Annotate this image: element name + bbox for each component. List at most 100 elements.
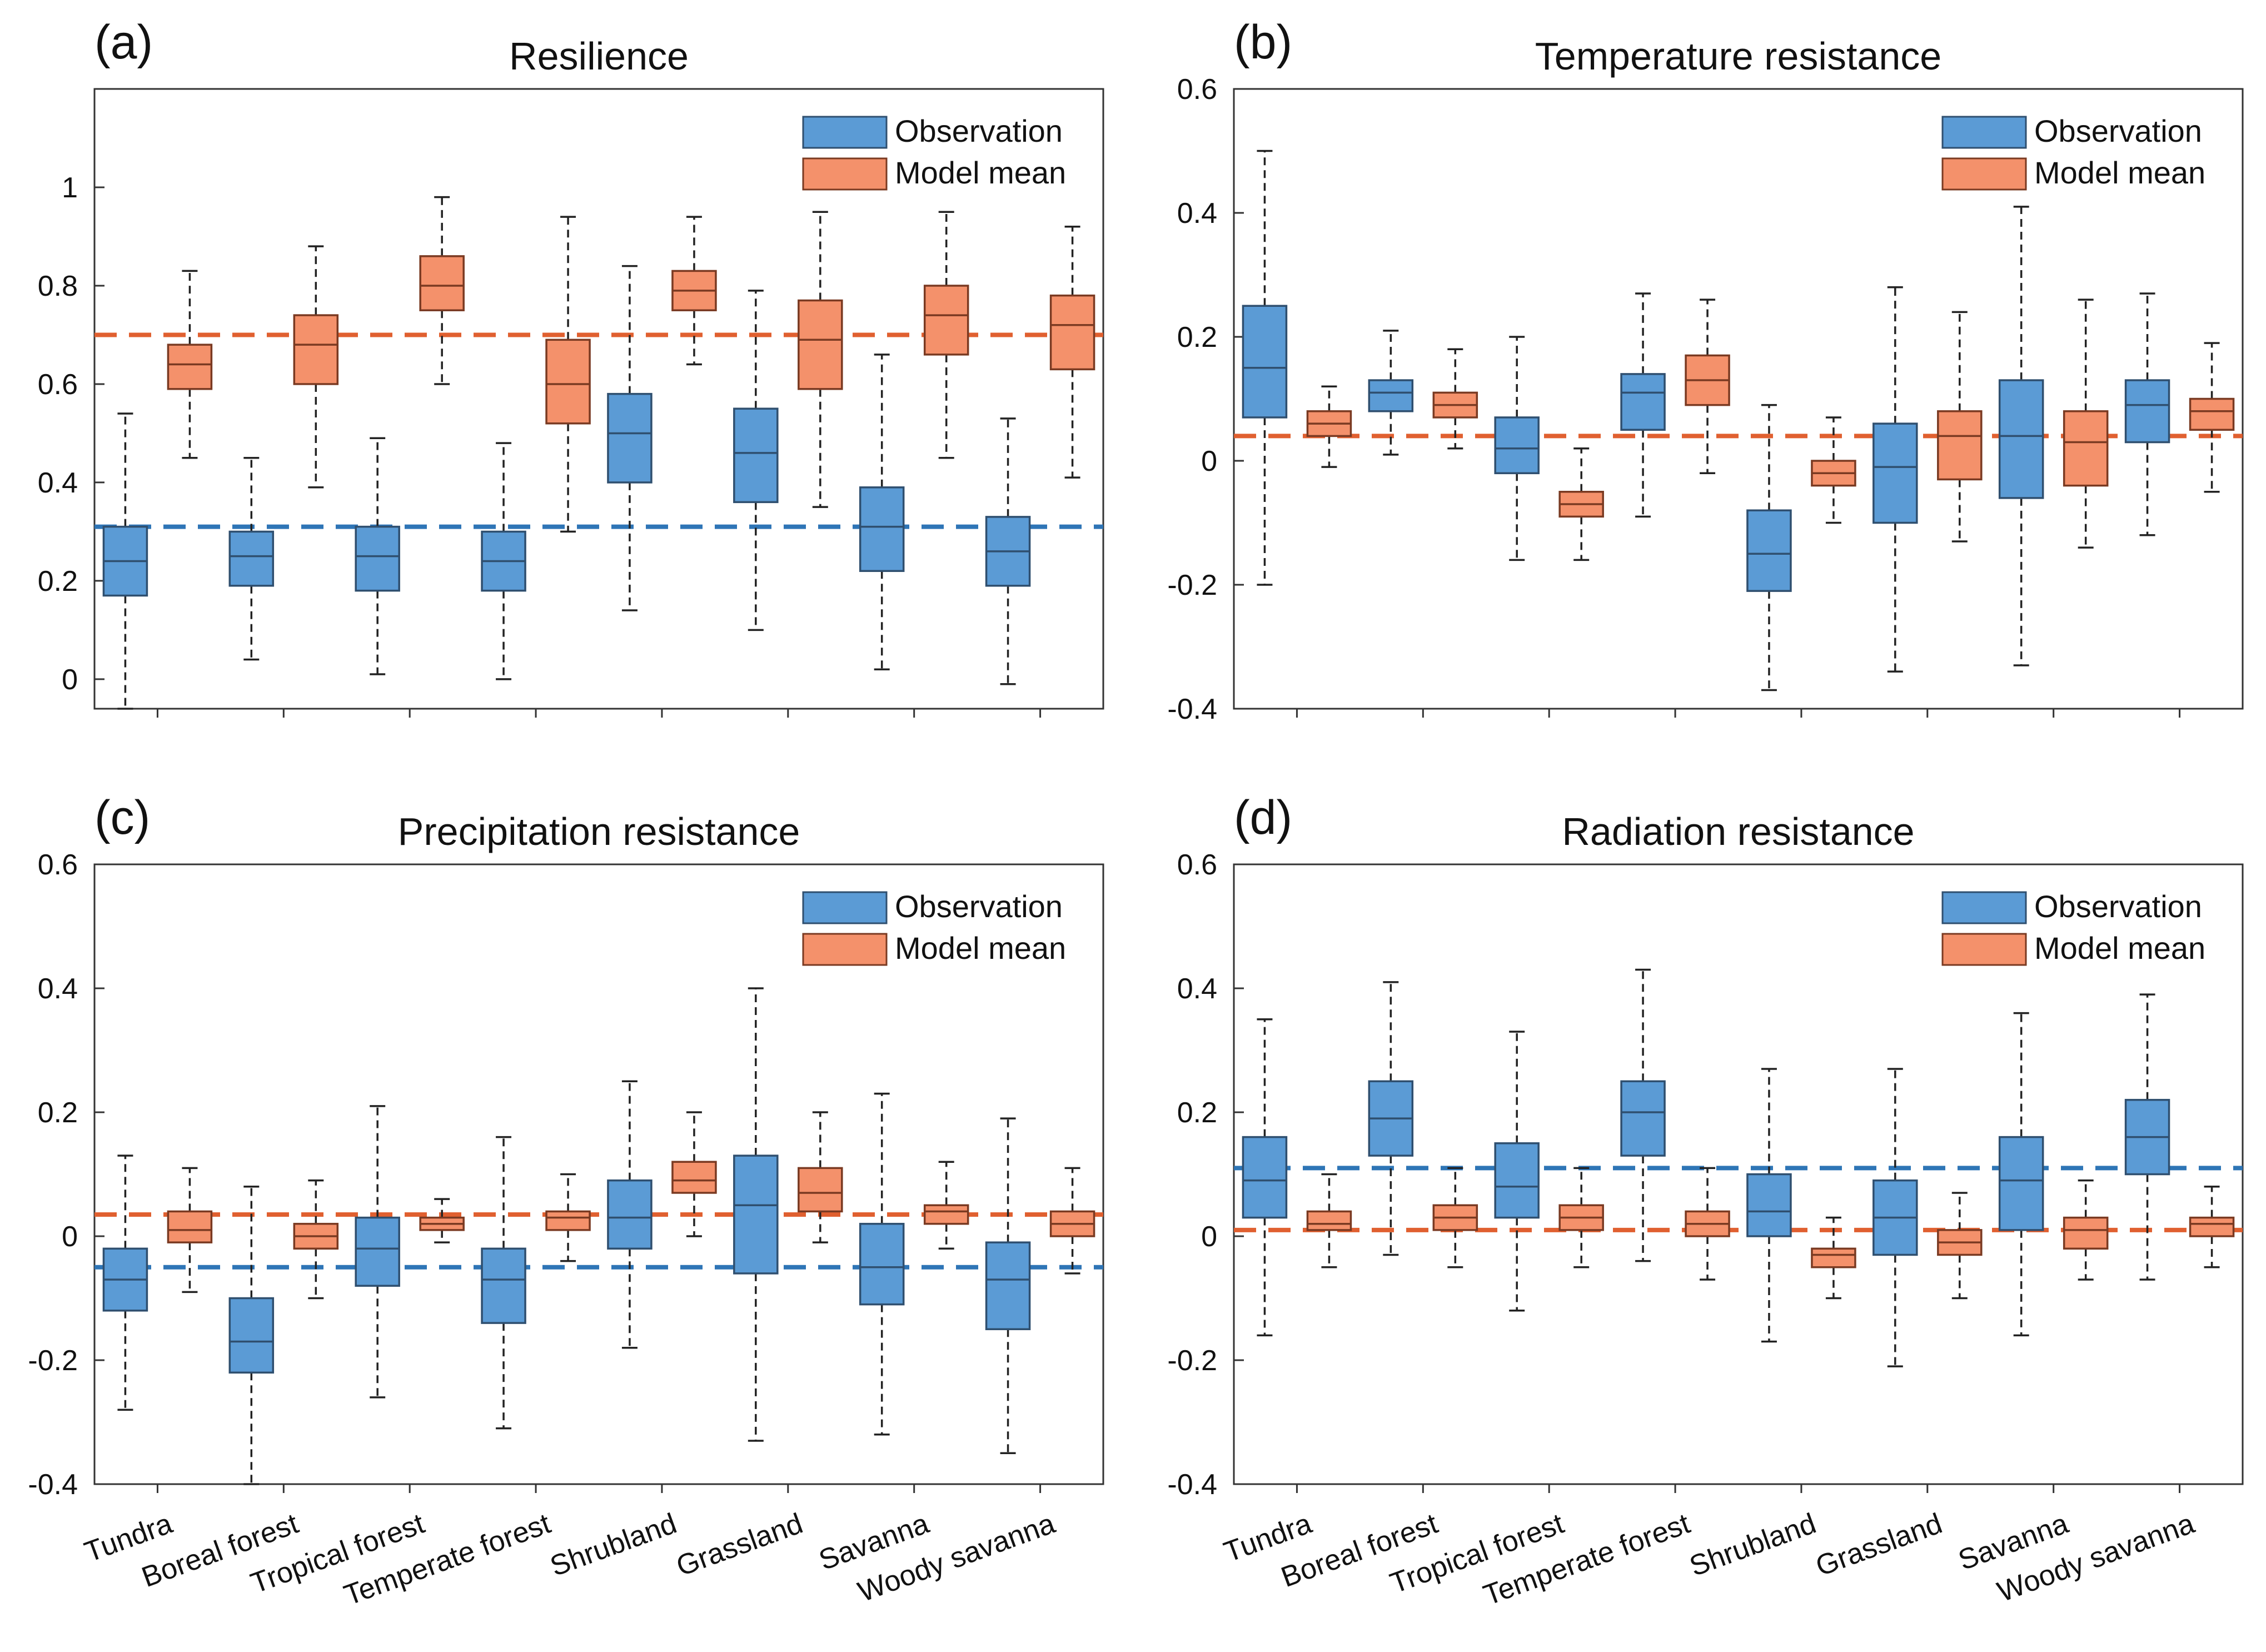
- model-box-4: [1685, 1167, 1730, 1281]
- panel-4: (d) Radiation resistance -0.4 -0.2 0 0.2 0.4 0.…: [1167, 791, 2244, 1612]
- iqr-box: [355, 1216, 400, 1287]
- iqr-box: [859, 1222, 905, 1306]
- model-box-3: [1558, 447, 1604, 561]
- panel-label: (d): [1234, 791, 1292, 844]
- model-box-3: [419, 196, 465, 385]
- y-tick-label: 0.2: [1177, 321, 1217, 354]
- model-box-2: [1432, 348, 1478, 450]
- observation-box-5: [607, 1080, 653, 1349]
- observation-box-2: [228, 456, 275, 661]
- model-box-3: [419, 1198, 465, 1243]
- observation-box-1: [102, 1155, 148, 1411]
- model-box-1: [1306, 385, 1352, 468]
- observation-box-7: [859, 354, 905, 670]
- y-tick-label: 0.8: [38, 270, 78, 302]
- legend-swatch-observation: [802, 891, 888, 924]
- model-box-8: [1049, 226, 1095, 479]
- y-tick-label: 0.6: [1177, 849, 1217, 881]
- chart-title: Precipitation resistance: [398, 810, 800, 853]
- iqr-box: [167, 344, 213, 390]
- iqr-box: [2063, 410, 2109, 487]
- model-box-2: [293, 245, 339, 489]
- observation-box-3: [1494, 336, 1540, 561]
- observation-box-5: [1746, 1068, 1792, 1343]
- model-box-4: [545, 1173, 591, 1262]
- iqr-box: [419, 255, 465, 311]
- axes-frame: [93, 863, 1104, 1485]
- model-box-5: [1811, 416, 1856, 524]
- y-tick-label: 0.2: [38, 565, 78, 598]
- legend-label-observation: Observation: [2034, 889, 2202, 924]
- model-box-4: [545, 216, 591, 533]
- observation-box-3: [355, 437, 400, 675]
- iqr-box: [228, 530, 275, 587]
- legend-swatch-observation: [1941, 116, 2027, 149]
- iqr-box: [2063, 1216, 2109, 1250]
- panel-2: (b) Temperature resistance -0.4 -0.2 0 0.2 0.4…: [1167, 16, 2244, 725]
- chart-title: Resilience: [509, 34, 689, 78]
- observation-box-3: [355, 1105, 400, 1399]
- model-box-6: [1937, 1192, 1983, 1300]
- y-tick-label: 0: [1201, 1221, 1217, 1253]
- panel-label: (a): [94, 16, 153, 69]
- iqr-box: [2189, 1216, 2235, 1237]
- model-box-7: [2063, 1179, 2109, 1281]
- model-box-7: [923, 211, 969, 459]
- iqr-box: [545, 339, 591, 425]
- y-tick-label: -0.4: [28, 1469, 78, 1501]
- y-tick-label: 0.6: [1177, 73, 1217, 106]
- iqr-box: [985, 1241, 1031, 1330]
- legend-swatch-model: [802, 157, 888, 191]
- model-box-8: [2189, 1186, 2235, 1268]
- iqr-box: [481, 1247, 526, 1324]
- legend-label-model: Model mean: [895, 931, 1066, 966]
- y-tick-label: 0: [62, 664, 78, 696]
- observation-box-7: [1998, 206, 2044, 666]
- observation-box-1: [1242, 1018, 1288, 1337]
- model-box-8: [2189, 342, 2235, 493]
- axes-frame: [1233, 88, 2244, 710]
- axes-frame: [1233, 863, 2244, 1485]
- observation-box-8: [985, 1117, 1031, 1454]
- observation-box-6: [1872, 1068, 1918, 1367]
- observation-box-4: [1620, 292, 1666, 518]
- model-box-3: [1558, 1167, 1604, 1268]
- model-box-2: [1432, 1167, 1478, 1268]
- iqr-box: [859, 486, 905, 572]
- observation-box-7: [859, 1092, 905, 1436]
- observation-box-2: [228, 1186, 275, 1485]
- x-category-label: Shrubland: [1685, 1507, 1820, 1583]
- model-box-6: [798, 211, 843, 508]
- iqr-box: [1306, 1210, 1352, 1231]
- x-category-label: Temperate forest: [1480, 1507, 1695, 1612]
- observation-box-6: [1872, 286, 1918, 673]
- observation-box-2: [1368, 981, 1414, 1256]
- iqr-box: [607, 1179, 653, 1250]
- iqr-box: [1620, 1080, 1666, 1157]
- legend-label-model: Model mean: [2034, 931, 2205, 966]
- legend-swatch-model: [1941, 933, 2027, 966]
- iqr-box: [798, 1167, 843, 1213]
- legend-swatch-model: [802, 933, 888, 966]
- x-category-label: Grassland: [1811, 1507, 1946, 1583]
- iqr-box: [1746, 509, 1792, 592]
- iqr-box: [293, 314, 339, 385]
- y-tick-label: 0: [1201, 445, 1217, 477]
- iqr-box: [167, 1210, 213, 1243]
- iqr-box: [923, 1204, 969, 1225]
- observation-box-5: [607, 265, 653, 611]
- panel-3: (c) Precipitation resistance -0.4 -0.2 0 0.2 0…: [28, 791, 1104, 1612]
- observation-box-6: [733, 987, 779, 1442]
- observation-box-8: [985, 417, 1031, 685]
- observation-box-1: [102, 412, 148, 710]
- iqr-box: [1494, 416, 1540, 475]
- y-tick-label: 0.4: [1177, 197, 1217, 230]
- chart-title: Temperature resistance: [1535, 34, 1941, 78]
- model-box-7: [923, 1161, 969, 1250]
- y-tick-label: 0.4: [38, 973, 78, 1005]
- observation-box-1: [1242, 150, 1288, 586]
- legend-label-model: Model mean: [895, 155, 1066, 190]
- iqr-box: [733, 407, 779, 504]
- observation-box-4: [481, 442, 526, 680]
- iqr-box: [1242, 305, 1288, 419]
